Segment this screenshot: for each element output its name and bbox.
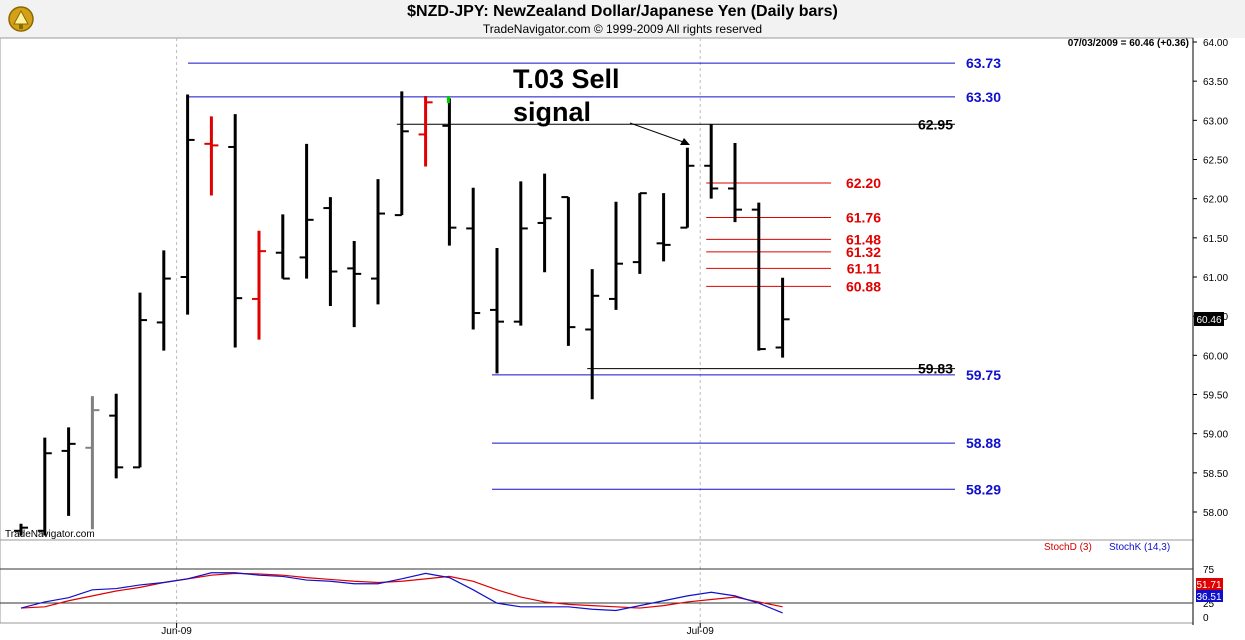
ohlc-bar [133, 292, 147, 469]
level-label: 59.75 [966, 367, 1001, 383]
ohlc-bar [394, 91, 409, 217]
ohlc-bar [323, 197, 338, 306]
ohlc-bar [704, 124, 719, 199]
stoch-last-badges: 51.71 36.51 [1196, 578, 1223, 603]
price-axis: 64.0063.5063.0062.5062.0061.5061.0060.50… [1193, 38, 1228, 519]
level-label: 62.95 [918, 116, 953, 132]
stochk-last-value: 36.51 [1196, 592, 1221, 603]
ohlc-bar [252, 230, 266, 340]
y-tick-label: 60.00 [1203, 351, 1228, 362]
stochk-legend: StochK (14,3) [1109, 542, 1170, 553]
ohlc-bar [180, 94, 195, 315]
ohlc-bar [751, 202, 766, 351]
stoch-tick-label: 75 [1203, 565, 1215, 576]
ohlc-bar [490, 248, 504, 374]
y-tick-label: 62.50 [1203, 156, 1228, 167]
stochd-last-value: 51.71 [1196, 580, 1221, 591]
x-tick-label: Jun-09 [161, 626, 192, 637]
date-axis: Jun-09 Jul-09 [161, 623, 714, 637]
level-label: 61.76 [846, 209, 881, 225]
stochastic-panel: StochD (3) StochK (14,3) [0, 542, 1193, 614]
level-label: 60.88 [846, 278, 881, 294]
annotation-line-1: T.03 Sell [513, 64, 620, 94]
ohlc-bar [466, 187, 481, 330]
chart-header: $NZD-JPY: NewZealand Dollar/Japanese Yen… [0, 0, 1245, 38]
y-tick-label: 63.50 [1203, 77, 1228, 88]
y-tick-label: 61.50 [1203, 234, 1228, 245]
ohlc-bar [775, 277, 790, 358]
ohlc-bar [228, 114, 243, 348]
ohlc-bar [442, 98, 457, 246]
quote-readout: 07/03/2009 = 60.46 (+0.36) [1068, 38, 1189, 49]
level-label: 61.11 [847, 260, 881, 276]
ohlc-bar [85, 396, 100, 530]
ohlc-bar [109, 393, 124, 479]
y-tick-label: 58.00 [1203, 508, 1228, 519]
ohlc-bar [299, 143, 314, 279]
ohlc-bars [14, 91, 790, 536]
ohlc-bar [371, 179, 385, 305]
ohlc-bar [204, 116, 219, 196]
ohlc-bar [418, 96, 433, 167]
level-label: 58.29 [966, 481, 1001, 497]
y-tick-label: 58.50 [1203, 469, 1228, 480]
level-label: 59.83 [918, 361, 953, 377]
ohlc-bar [656, 193, 671, 262]
ohlc-bar [632, 192, 647, 274]
ohlc-bar [14, 523, 28, 536]
chart-title: $NZD-JPY: NewZealand Dollar/Japanese Yen… [407, 3, 838, 20]
y-tick-label: 59.50 [1203, 391, 1228, 402]
level-label: 61.32 [846, 244, 881, 260]
y-tick-label: 63.00 [1203, 116, 1228, 127]
level-label: 63.30 [966, 89, 1001, 105]
ohlc-bar [156, 250, 171, 351]
ohlc-bar [61, 427, 76, 516]
y-tick-label: 62.00 [1203, 195, 1228, 206]
annotation-arrow [629, 122, 690, 145]
ohlc-bar [609, 201, 623, 310]
stochd-legend: StochD (3) [1044, 542, 1092, 553]
y-tick-label: 61.00 [1203, 273, 1228, 284]
ohlc-bar [537, 173, 552, 273]
level-label: 62.20 [846, 175, 881, 191]
level-label: 58.88 [966, 435, 1001, 451]
last-price-label: 60.46 [1196, 315, 1221, 326]
stoch-tick-label: 25 [1203, 599, 1215, 610]
x-tick-label: Jul-09 [687, 626, 715, 637]
level-label: 61.48 [846, 231, 881, 247]
ohlc-bar [275, 214, 290, 280]
watermark: TradeNavigator.com [5, 529, 95, 540]
ohlc-bar [347, 240, 362, 328]
stoch-tick-label: 0 [1203, 613, 1209, 624]
stoch-series-line [20, 572, 783, 614]
level-label: 63.73 [966, 55, 1001, 71]
last-price-badge: 60.46 [1194, 312, 1224, 326]
stochastic-axis: 75 25 0 [1203, 565, 1215, 624]
y-tick-label: 64.00 [1203, 38, 1228, 49]
stoch-series-line [20, 572, 783, 609]
trade-navigator-logo-icon [8, 6, 34, 32]
month-gridlines [176, 38, 701, 625]
ohlc-bar [561, 196, 576, 346]
ohlc-bar [728, 143, 742, 223]
y-tick-label: 59.00 [1203, 430, 1228, 441]
annotation-line-2: signal [513, 97, 591, 127]
chart-frame [0, 37, 1194, 625]
level-lines: 63.73 63.30 62.95 62.20 61.76 61.4861.3261.11… [188, 55, 1001, 497]
chart-subtitle: TradeNavigator.com © 1999-2009 All right… [482, 22, 763, 36]
ohlc-bar [680, 147, 695, 229]
ohlc-bar [513, 181, 528, 326]
ohlc-bar [585, 269, 600, 400]
ohlc-bar [37, 437, 52, 536]
